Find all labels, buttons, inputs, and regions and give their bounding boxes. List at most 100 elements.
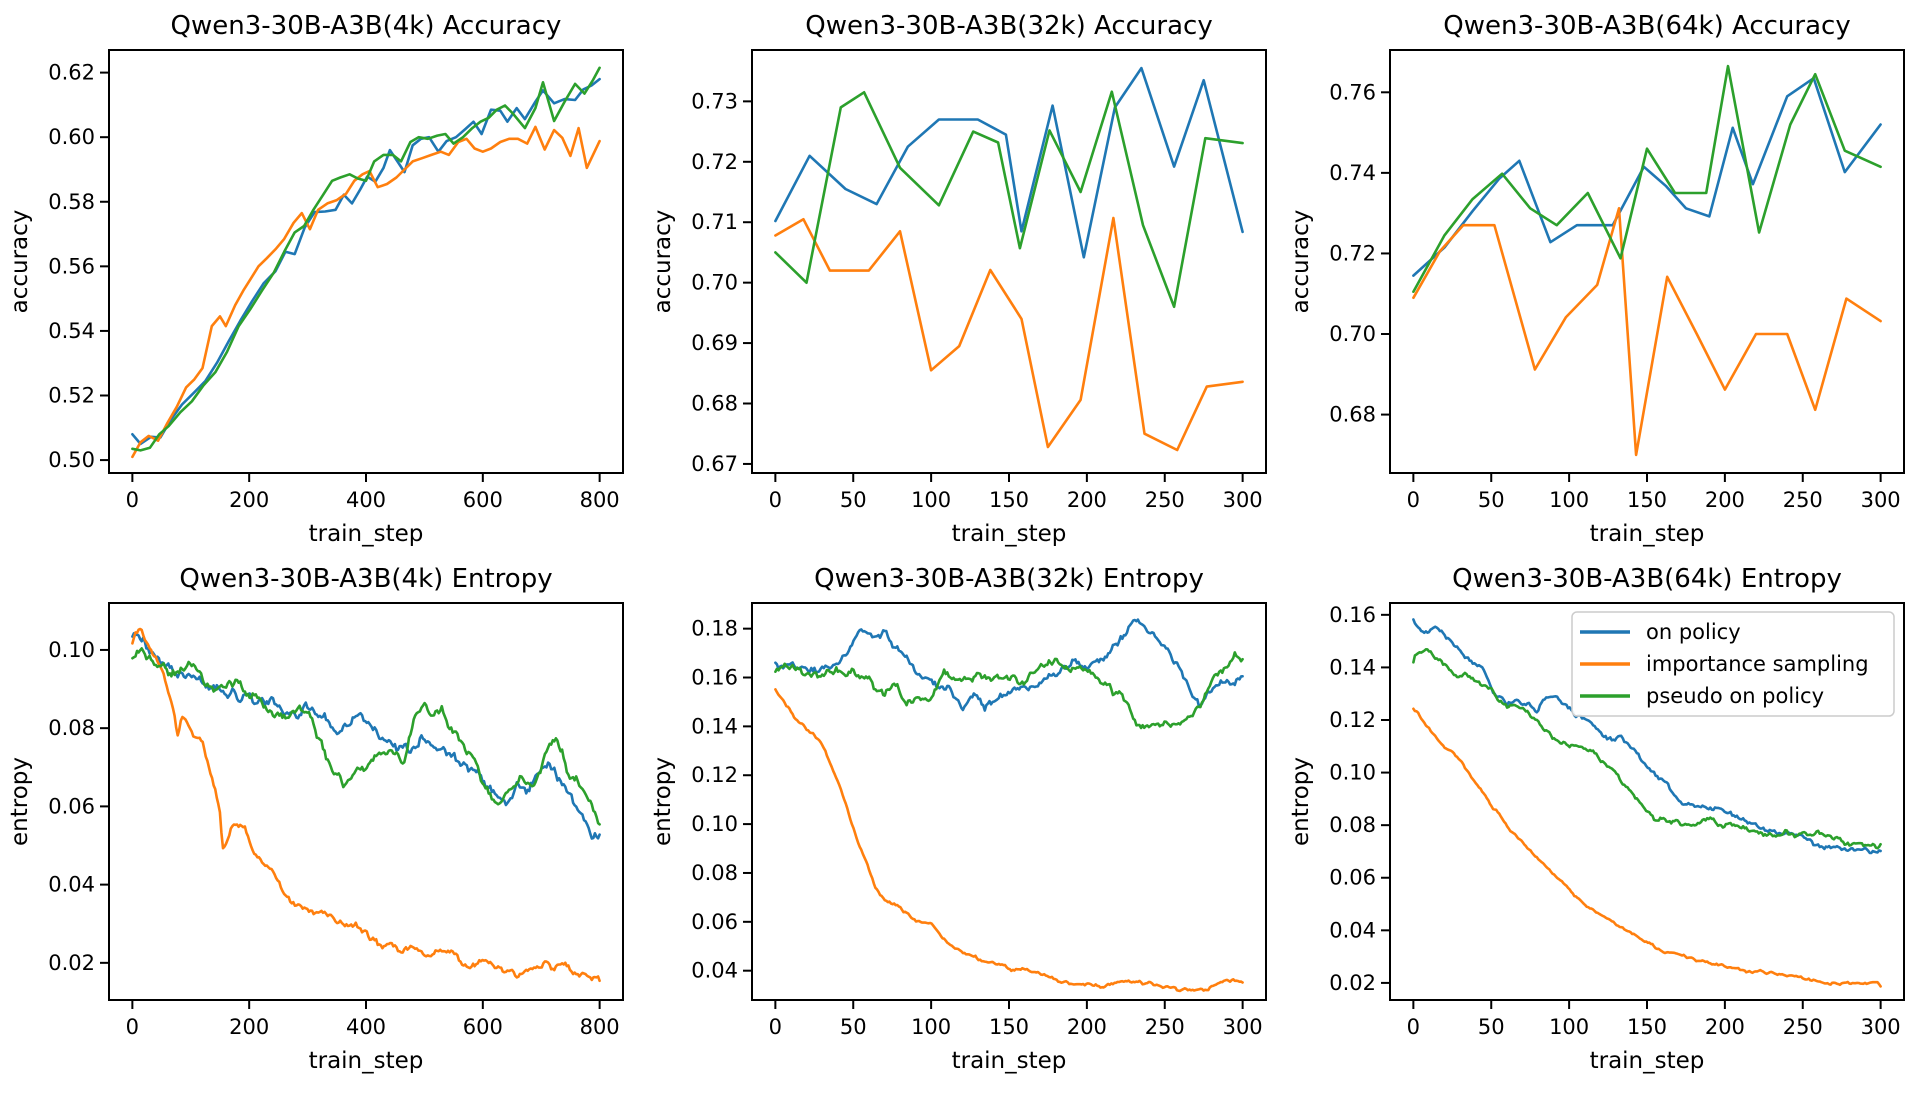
- series-line-importance-sampling: [1412, 707, 1882, 988]
- x-tick-label: 300: [1223, 488, 1263, 512]
- chart-title: Qwen3-30B-A3B(32k) Accuracy: [805, 11, 1212, 41]
- x-tick-label: 200: [1067, 488, 1107, 512]
- axes-frame: [751, 49, 1267, 474]
- x-tick-label: 150: [1627, 488, 1667, 512]
- series-line-on-policy: [131, 77, 601, 446]
- y-tick-label: 0.02: [48, 951, 95, 975]
- y-tick-label: 0.14: [691, 714, 738, 738]
- series-group: [131, 627, 601, 983]
- x-axis-label: train_step: [952, 521, 1067, 547]
- y-axis-label: entropy: [1288, 757, 1314, 846]
- y-tick-label: 0.02: [1329, 971, 1376, 995]
- series-group: [1412, 64, 1882, 457]
- x-tick-label: 50: [1478, 1015, 1505, 1039]
- series-group: [774, 66, 1244, 452]
- y-tick-label: 0.72: [1329, 241, 1376, 265]
- series-line-pseudo-on-policy: [774, 651, 1244, 730]
- x-tick-label: 150: [1627, 1015, 1667, 1039]
- x-axis-label: train_step: [309, 1048, 424, 1074]
- axes-frame: [108, 602, 624, 1001]
- y-tick-label: 0.10: [48, 638, 95, 662]
- x-tick-label: 200: [1067, 1015, 1107, 1039]
- y-tick-label: 0.58: [48, 190, 95, 214]
- series-line-pseudo-on-policy: [131, 66, 601, 452]
- legend-entry-label: pseudo on policy: [1646, 684, 1824, 708]
- x-tick-label: 200: [229, 1015, 269, 1039]
- y-tick-label: 0.14: [1329, 655, 1376, 679]
- x-tick-label: 300: [1861, 488, 1901, 512]
- y-tick-label: 0.08: [48, 716, 95, 740]
- x-tick-label: 300: [1861, 1015, 1901, 1039]
- x-tick-label: 600: [463, 1015, 503, 1039]
- y-tick-label: 0.52: [48, 384, 95, 408]
- chart-title: Qwen3-30B-A3B(4k) Entropy: [179, 564, 552, 594]
- x-tick-label: 600: [463, 488, 503, 512]
- x-tick-label: 100: [911, 488, 951, 512]
- series-line-pseudo-on-policy: [774, 90, 1244, 309]
- series-line-importance-sampling: [774, 216, 1244, 452]
- x-tick-label: 150: [989, 488, 1029, 512]
- y-tick-label: 0.18: [691, 617, 738, 641]
- x-tick-label: 300: [1223, 1015, 1263, 1039]
- y-tick-label: 0.76: [1329, 80, 1376, 104]
- x-tick-label: 400: [346, 1015, 386, 1039]
- x-tick-label: 150: [989, 1015, 1029, 1039]
- y-tick-label: 0.12: [691, 763, 738, 787]
- y-axis-label: accuracy: [1288, 210, 1314, 314]
- subplot-entropy-32k: Qwen3-30B-A3B(32k) Entropy train_step entr…: [650, 564, 1267, 1074]
- x-tick-label: 250: [1145, 488, 1185, 512]
- y-tick-label: 0.60: [48, 125, 95, 149]
- axes-frame: [108, 49, 624, 474]
- y-tick-label: 0.06: [48, 794, 95, 818]
- series-line-on-policy: [774, 66, 1244, 259]
- series-line-pseudo-on-policy: [131, 647, 601, 826]
- series-group: [1412, 618, 1882, 988]
- x-tick-label: 100: [911, 1015, 951, 1039]
- axes-frame: [1389, 49, 1905, 474]
- subplot-entropy-4k: Qwen3-30B-A3B(4k) Entropy train_step entro…: [7, 564, 624, 1074]
- y-tick-label: 0.16: [691, 666, 738, 690]
- y-tick-label: 0.50: [48, 448, 95, 472]
- series-line-importance-sampling: [774, 688, 1244, 993]
- y-axis-label: accuracy: [7, 210, 33, 314]
- chart-title: Qwen3-30B-A3B(64k) Entropy: [1452, 564, 1842, 594]
- y-tick-label: 0.06: [1329, 866, 1376, 890]
- y-tick-label: 0.08: [691, 861, 738, 885]
- subplot-accuracy-4k: Qwen3-30B-A3B(4k) Accuracy train_step accu…: [7, 11, 624, 547]
- y-tick-label: 0.12: [1329, 708, 1376, 732]
- y-tick-label: 0.74: [1329, 161, 1376, 185]
- x-tick-label: 50: [1478, 488, 1505, 512]
- series-line-on-policy: [1412, 76, 1882, 277]
- x-tick-label: 200: [229, 488, 269, 512]
- x-tick-label: 250: [1783, 488, 1823, 512]
- y-tick-label: 0.10: [1329, 761, 1376, 785]
- y-tick-label: 0.68: [1329, 403, 1376, 427]
- y-tick-label: 0.56: [48, 254, 95, 278]
- x-axis-label: train_step: [952, 1048, 1067, 1074]
- y-tick-label: 0.69: [691, 331, 738, 355]
- series-line-on-policy: [131, 632, 601, 840]
- y-tick-label: 0.70: [1329, 322, 1376, 346]
- x-tick-label: 100: [1549, 1015, 1589, 1039]
- subplot-entropy-64k: Qwen3-30B-A3B(64k) Entropy train_step entr…: [1288, 564, 1905, 1074]
- x-tick-label: 800: [580, 488, 620, 512]
- y-tick-label: 0.16: [1329, 603, 1376, 627]
- y-tick-label: 0.73: [691, 89, 738, 113]
- series-line-pseudo-on-policy: [1412, 64, 1882, 293]
- chart-title: Qwen3-30B-A3B(64k) Accuracy: [1443, 11, 1850, 41]
- series-line-on-policy: [774, 618, 1244, 712]
- x-axis-label: train_step: [1590, 521, 1705, 547]
- y-tick-label: 0.62: [48, 61, 95, 85]
- x-tick-label: 200: [1705, 488, 1745, 512]
- chart-title: Qwen3-30B-A3B(32k) Entropy: [814, 564, 1204, 594]
- series-line-importance-sampling: [1412, 207, 1882, 457]
- legend-entry-label: importance sampling: [1646, 652, 1869, 676]
- y-tick-label: 0.04: [48, 873, 95, 897]
- y-tick-label: 0.04: [1329, 918, 1376, 942]
- x-tick-label: 0: [126, 1015, 139, 1039]
- x-tick-label: 250: [1783, 1015, 1823, 1039]
- x-tick-label: 0: [126, 488, 139, 512]
- y-tick-label: 0.04: [691, 959, 738, 983]
- x-tick-label: 400: [346, 488, 386, 512]
